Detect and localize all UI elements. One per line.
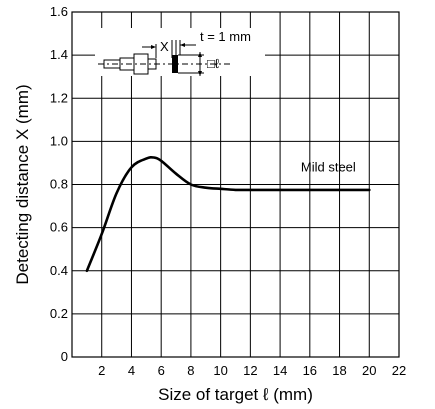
y-tick-label: 0.2 [50, 306, 68, 321]
x-tick-label: 4 [128, 363, 135, 378]
x-dimension-label: X [160, 39, 169, 54]
x-axis-title: Size of target ℓ (mm) [158, 385, 313, 404]
y-tick-label: 1.4 [50, 47, 68, 62]
y-tick-label: 0.6 [50, 220, 68, 235]
series-label-mild-steel: Mild steel [301, 160, 356, 175]
series-line-mild-steel [85, 155, 371, 273]
thickness-label: t = 1 mm [200, 29, 251, 44]
target-plate [172, 55, 178, 73]
x-tick-label: 12 [243, 363, 257, 378]
plot-frame [71, 11, 400, 358]
y-tick-labels: 0 0.2 0.4 0.6 0.8 1.0 1.2 1.4 1.6 [50, 4, 68, 364]
y-tick-label: 0.4 [50, 263, 68, 278]
x-tick-label: 6 [158, 363, 165, 378]
sensor-head [147, 58, 157, 70]
y-tick-label: 0 [61, 349, 68, 364]
target-size-label: □ℓ [207, 56, 220, 71]
y-axis-title: Detecting distance X (mm) [13, 84, 32, 284]
x-tick-labels: 2 4 6 8 10 12 14 16 18 20 22 [98, 363, 406, 378]
sensor-target-diagram: X t = 1 mm □ℓ [95, 28, 265, 76]
x-dim-arrowhead-left [151, 45, 156, 49]
x-tick-label: 16 [303, 363, 317, 378]
x-tick-label: 22 [392, 363, 406, 378]
x-tick-label: 10 [213, 363, 227, 378]
y-tick-label: 1.2 [50, 90, 68, 105]
y-tick-label: 1.0 [50, 133, 68, 148]
y-tick-label: 0.8 [50, 177, 68, 192]
x-tick-label: 2 [98, 363, 105, 378]
y-tick-label: 1.6 [50, 4, 68, 19]
x-tick-label: 18 [332, 363, 346, 378]
t-dim-arrowhead [180, 43, 185, 47]
x-tick-label: 14 [273, 363, 287, 378]
x-tick-label: 20 [362, 363, 376, 378]
x-tick-label: 8 [187, 363, 194, 378]
